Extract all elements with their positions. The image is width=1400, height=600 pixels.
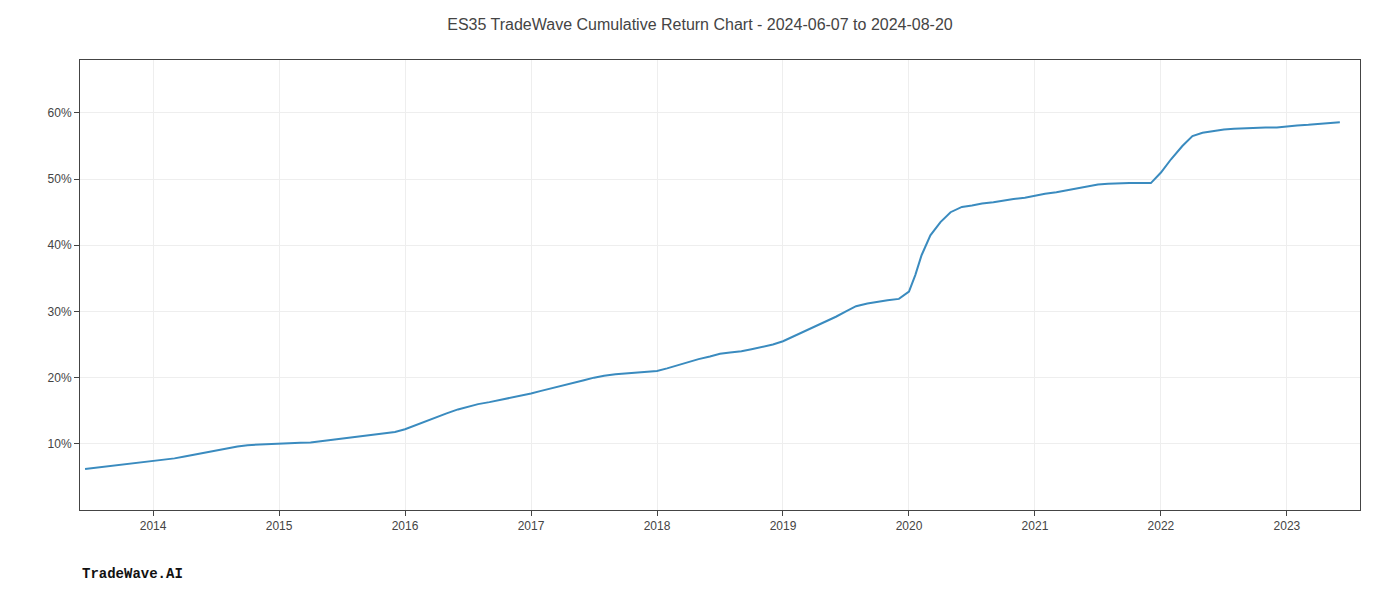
svg-text:2021: 2021 [1022,519,1049,533]
svg-text:2020: 2020 [896,519,923,533]
svg-text:2023: 2023 [1274,519,1301,533]
svg-text:40%: 40% [48,238,72,252]
svg-text:ES35 TradeWave Cumulative Retu: ES35 TradeWave Cumulative Return Chart -… [447,16,953,33]
svg-text:2016: 2016 [392,519,419,533]
svg-text:TradeWave.AI: TradeWave.AI [82,566,183,582]
svg-text:2022: 2022 [1148,519,1175,533]
svg-text:30%: 30% [48,305,72,319]
svg-text:2015: 2015 [266,519,293,533]
svg-text:10%: 10% [48,437,72,451]
svg-text:2018: 2018 [644,519,671,533]
svg-text:2019: 2019 [770,519,797,533]
svg-text:50%: 50% [48,172,72,186]
svg-text:2017: 2017 [518,519,545,533]
svg-text:2014: 2014 [140,519,167,533]
svg-text:60%: 60% [48,106,72,120]
svg-text:20%: 20% [48,371,72,385]
